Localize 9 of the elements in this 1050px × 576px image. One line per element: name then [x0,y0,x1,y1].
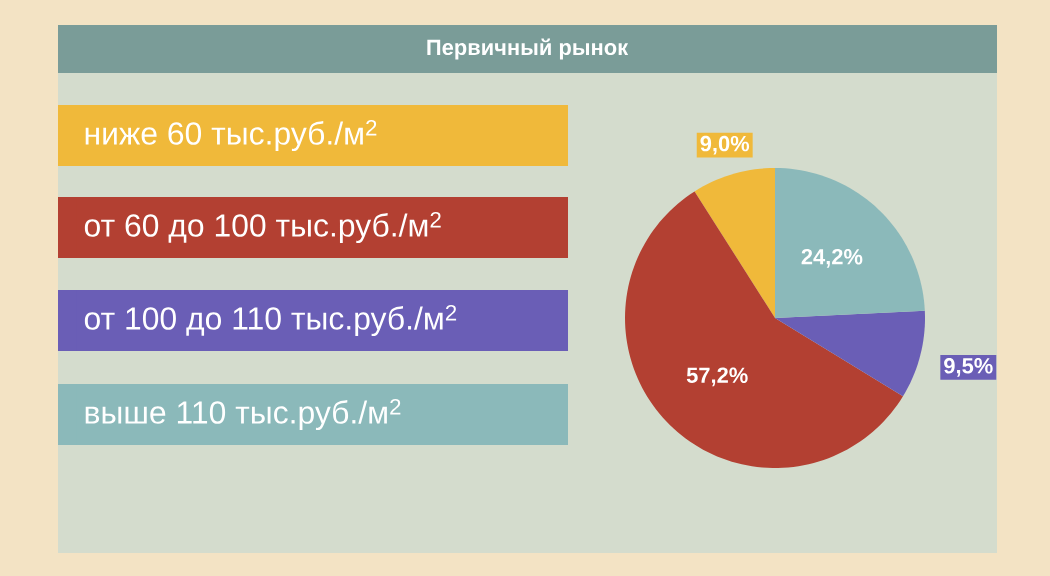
data-label: 9,0% [700,135,750,155]
legend-label: от 60 до 100 тыс.руб./м$^{2}$ [84,211,441,244]
legend-label: от 100 до 110 тыс.руб./м$^{2}$ [84,304,457,337]
data-label: 9,5% [944,358,993,377]
legend-label: выше 110 тыс.руб./м$^{2}$ [85,398,401,431]
legend-label: ниже 60 тыс.руб./м$^{2}$ [85,119,377,152]
chart-title: Первичный рынок [427,38,629,60]
data-label: 24,2% [801,248,863,268]
data-label: 57,2% [686,367,748,387]
